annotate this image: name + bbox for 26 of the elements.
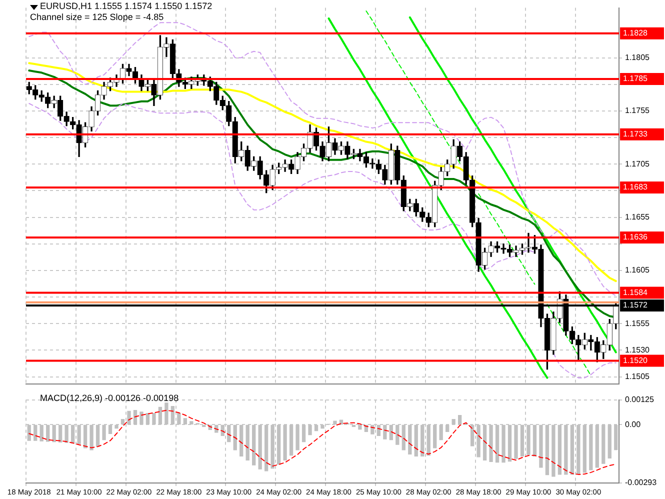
y-tick-label: 1.1655: [625, 212, 650, 222]
ref-line-label: 1.1584: [623, 288, 648, 297]
ref-line-label: 1.1683: [623, 182, 648, 192]
chart-title: EURUSD,H1 1.1555 1.1574 1.1550 1.1572: [40, 1, 212, 11]
y-tick-label: 1.1805: [625, 52, 650, 62]
text: Channel size = 125 Slope = -4.85: [30, 12, 164, 22]
y-tick-label: 1.1705: [625, 159, 650, 168]
line-series: [28, 22, 616, 296]
ref-line-label: 1.1785: [623, 74, 648, 84]
candlestick: [370, 158, 376, 169]
ref-line-label: 1.1520: [623, 356, 648, 366]
y-tick-label: 0.00: [625, 420, 642, 429]
y-tick-label: 1.1530: [625, 345, 650, 354]
line-series: [28, 410, 616, 475]
y-tick-label: 1.1555: [625, 318, 650, 328]
y-tick-label: 1.1605: [625, 266, 650, 275]
ref-line-label: 1.1636: [623, 232, 648, 242]
ref-line-label: 1.1828: [623, 28, 648, 38]
chart-title: MACD(12,26,9) -0.00126 -0.00198: [40, 393, 179, 403]
ref-line-label: 1.1572: [623, 300, 648, 310]
y-tick-label: 1.1755: [625, 106, 650, 116]
y-tick-label: 1.1505: [625, 372, 650, 381]
y-tick-label: 0.00125: [625, 395, 654, 404]
y-tick-label: -0.00293: [625, 478, 658, 488]
candlestick: [576, 334, 582, 360]
ref-line-label: 1.1733: [623, 130, 648, 139]
